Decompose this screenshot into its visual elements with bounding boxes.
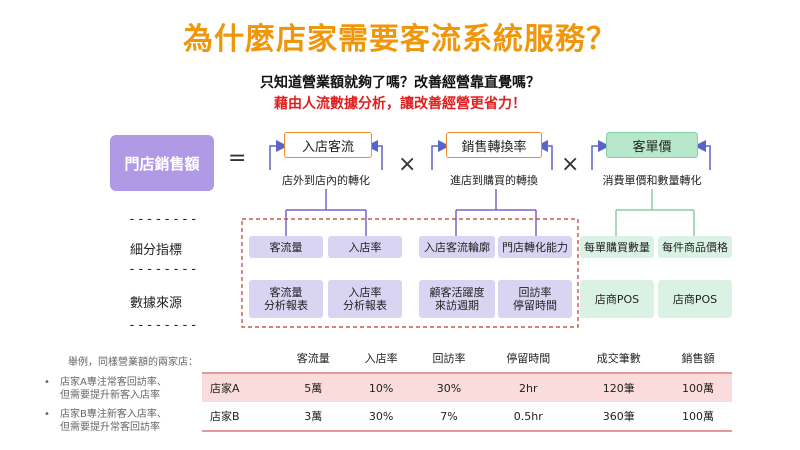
table-cell: 3萬 bbox=[279, 402, 348, 432]
example-intro: 舉例，同樣營業額的兩家店： bbox=[68, 357, 198, 368]
divider-3: -------- bbox=[128, 318, 199, 333]
table-cell: 店家A bbox=[210, 382, 240, 395]
arrow-right-1 bbox=[366, 140, 383, 170]
example-bullet-b: 店家B專注新客入店率、 但需要提升常客回訪率 bbox=[60, 408, 167, 434]
highlight-frame bbox=[241, 218, 579, 328]
source-line: 分析報表 bbox=[264, 299, 308, 312]
divider-2: -------- bbox=[128, 262, 199, 277]
bullet-line: 店家B專注新客入店率、 bbox=[60, 409, 167, 420]
table-cell: 100萬 bbox=[664, 402, 732, 432]
table-cell: 5萬 bbox=[304, 382, 323, 395]
indicator-visitor-profile: 入店客流輪廓 bbox=[419, 236, 495, 258]
table-cell: 100萬 bbox=[682, 382, 715, 395]
table-cell: 10% bbox=[368, 381, 394, 395]
table-row: 店家B 3萬 30% 7% 0.5hr 360筆 100萬 bbox=[202, 402, 732, 432]
table-header bbox=[202, 344, 279, 373]
table-header: 成交筆數 bbox=[596, 352, 641, 365]
source-line: 入店率 bbox=[348, 286, 382, 299]
indicator-traffic: 客流量 bbox=[249, 236, 323, 258]
table-cell: 120筆 bbox=[602, 382, 635, 395]
example-bullet-a: 店家A專注常客回訪率、 但需要提升新客入店率 bbox=[60, 376, 167, 402]
table-cell: 7% bbox=[415, 402, 483, 432]
source-line: 分析報表 bbox=[343, 299, 387, 312]
arrow-right-3 bbox=[694, 140, 711, 170]
factor-conversion-caption: 進店到購買的轉換 bbox=[450, 174, 538, 187]
indicator-conversion-ability: 門店轉化能力 bbox=[498, 236, 572, 258]
factor-unit-price-caption: 消費單價和數量轉化 bbox=[602, 174, 702, 187]
table-row: 店家A 5萬 10% 30% 2hr 120筆 100萬 bbox=[202, 373, 732, 402]
divider-1: -------- bbox=[128, 212, 199, 227]
table-cell: 店家B bbox=[202, 402, 280, 432]
source-line: 停留時間 bbox=[513, 299, 557, 312]
source-line: 回訪率 bbox=[518, 286, 552, 299]
source-line: 顧客活躍度 bbox=[429, 286, 485, 299]
subtitle-question: 只知道營業額就夠了嗎？改善經營靠直覺嗎？ bbox=[260, 75, 540, 91]
arrow-left-3 bbox=[591, 140, 610, 170]
bullet-line: 但需要提升新客入店率 bbox=[60, 390, 160, 401]
source-revisit-dwell: 回訪率 停留時間 bbox=[498, 280, 572, 318]
source-line: 來訪週期 bbox=[435, 299, 479, 312]
source-pos-1: 店商POS bbox=[580, 280, 654, 318]
table-header: 入店率 bbox=[364, 352, 398, 365]
source-activity-cycle: 顧客活躍度 來訪週期 bbox=[419, 280, 495, 318]
arrow-right-2 bbox=[536, 140, 553, 170]
arrow-left-1 bbox=[269, 140, 288, 170]
table-header: 客流量 bbox=[296, 352, 330, 365]
table-header: 銷售額 bbox=[681, 352, 715, 365]
times-sign-1: × bbox=[398, 152, 417, 177]
indicator-item-price: 每件商品價格 bbox=[658, 236, 732, 258]
times-sign-2: × bbox=[561, 152, 580, 177]
table-cell: 360筆 bbox=[573, 402, 665, 432]
row-label-source: 數據來源 bbox=[130, 296, 183, 311]
factor-unit-price-head: 客單價 bbox=[606, 132, 698, 158]
equals-sign: = bbox=[228, 146, 247, 171]
subtitle-highlight: 藉由人流數據分析，讓改善經營更省力！ bbox=[274, 96, 526, 112]
indicator-items-per-order: 每單購買數量 bbox=[580, 236, 654, 258]
table-cell: 30% bbox=[436, 381, 462, 395]
bullet-line: 但需要提升常客回訪率 bbox=[60, 422, 160, 433]
store-sales-box: 門店銷售額 bbox=[110, 135, 214, 191]
source-line: 客流量 bbox=[269, 286, 303, 299]
table-cell: 30% bbox=[347, 402, 416, 432]
indicator-entry-rate: 入店率 bbox=[328, 236, 402, 258]
arrow-left-2 bbox=[431, 140, 450, 170]
factor-traffic-head: 入店客流 bbox=[284, 132, 372, 158]
comparison-table: 客流量 入店率 回訪率 停留時間 成交筆數 銷售額 店家A 5萬 10% 30%… bbox=[202, 344, 732, 432]
bullet-line: 店家A專注常客回訪率、 bbox=[60, 377, 167, 388]
table-header: 回訪率 bbox=[432, 352, 466, 365]
table-header-row: 客流量 入店率 回訪率 停留時間 成交筆數 銷售額 bbox=[202, 344, 732, 373]
table-cell: 2hr bbox=[519, 381, 538, 395]
factor-conversion-head: 銷售轉換率 bbox=[446, 132, 542, 158]
bullet-dot: • bbox=[44, 409, 50, 420]
source-traffic-report: 客流量 分析報表 bbox=[249, 280, 323, 318]
bullet-dot: • bbox=[44, 377, 50, 388]
page-title: 為什麼店家需要客流系統服務？ bbox=[183, 22, 617, 57]
source-entry-report: 入店率 分析報表 bbox=[328, 280, 402, 318]
table-cell: 0.5hr bbox=[482, 402, 574, 432]
factor-traffic-caption: 店外到店內的轉化 bbox=[282, 174, 370, 187]
source-pos-2: 店商POS bbox=[658, 280, 732, 318]
row-label-detail: 細分指標 bbox=[130, 243, 183, 258]
table-header: 停留時間 bbox=[506, 352, 551, 365]
